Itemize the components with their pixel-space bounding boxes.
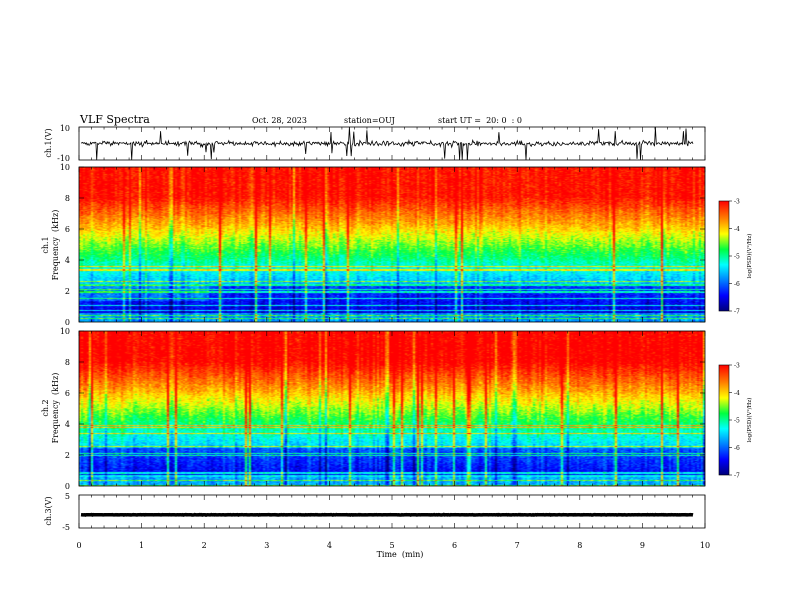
ch3-waveform-line [80, 512, 694, 517]
x-tick-label: 2 [202, 541, 207, 550]
spec1-ytick-label: 4 [65, 256, 70, 265]
colorbar-tick-label: -7 [734, 309, 740, 316]
spec1-ytick-label: 2 [65, 287, 70, 296]
ch3-waveform-panel: 5 -5 ch.3(V) [44, 492, 706, 532]
colorbar-tick-label: -6 [734, 281, 740, 288]
figure-title: VLF Spectra [79, 113, 150, 126]
colorbar-tick-label: -6 [734, 445, 740, 452]
ch3-ytick-bottom: -5 [62, 523, 70, 532]
ch1-spectrogram-image [79, 167, 705, 322]
figure-start-time: start UT = 20: 0 : 0 [438, 116, 522, 125]
spec1-ylabel-frequency: Frequency (kHz) [51, 210, 60, 281]
spec1-ytick-label: 8 [65, 194, 70, 203]
ch1-waveform-panel: 10 -10 ch.1(V) [44, 124, 706, 163]
ch3-ylabel: ch.3(V) [44, 496, 53, 525]
x-tick-label: 6 [452, 541, 457, 550]
colorbar-gradient [718, 364, 730, 476]
colorbar-label: log(PSD)(V²/Hz) [746, 234, 753, 279]
x-tick-label: 10 [700, 541, 710, 550]
spec2-ylabel-frequency: Frequency (kHz) [51, 373, 60, 444]
colorbar-tick-label: -7 [734, 473, 740, 480]
ch2-spectrogram-image [79, 331, 705, 486]
spec2-ytick-label: 10 [60, 327, 70, 336]
figure-station: station=OUJ [344, 116, 395, 125]
colorbar-label: log(PSD)(V²/Hz) [746, 398, 753, 443]
spec2-ylabel-channel: ch.2 [41, 399, 50, 416]
spec2-ytick-label: 6 [65, 389, 70, 398]
x-tick-label: 0 [76, 541, 81, 550]
colorbar-tick-label: -5 [734, 418, 740, 425]
ch3-ytick-top: 5 [65, 492, 70, 501]
figure-date: Oct. 28, 2023 [252, 116, 307, 125]
colorbar-tick-label: -4 [734, 226, 740, 233]
x-tick-label: 1 [139, 541, 144, 550]
ch1-ytick-bottom: -10 [57, 154, 70, 163]
spec2-ytick-label: 0 [65, 482, 70, 491]
spec2-ytick-label: 4 [65, 420, 70, 429]
colorbar-tick-label: -5 [734, 254, 740, 261]
x-tick-label: 8 [577, 541, 582, 550]
colorbar-ch2: -3 -4 -5 -6 -7 log(PSD)(V²/Hz) [718, 363, 753, 480]
x-tick-marks [78, 127, 706, 528]
x-tick-label: 3 [264, 541, 269, 550]
colorbar-tick-label: -3 [734, 199, 740, 206]
x-tick-label: 9 [640, 541, 645, 550]
colorbar-tick-label: -4 [734, 390, 740, 397]
spec2-ytick-label: 8 [65, 358, 70, 367]
colorbar-gradient [718, 200, 730, 312]
x-tick-label: 4 [327, 541, 332, 550]
ch2-spectrogram-panel: 0 2 4 6 8 10 ch.2 Frequency (kHz) [41, 327, 706, 491]
spec1-ytick-label: 10 [60, 163, 70, 172]
ch1-waveform-line [80, 126, 694, 161]
colorbar-ch1: -3 -4 -5 -6 -7 log(PSD)(V²/Hz) [718, 199, 753, 316]
ch1-spectrogram-panel: 0 2 4 6 8 10 ch.1 Frequency (kHz) [41, 163, 706, 327]
x-tick-label: 7 [515, 541, 520, 550]
spec1-ytick-label: 0 [65, 318, 70, 327]
ch1-ytick-top: 10 [60, 124, 70, 133]
colorbar-tick-label: -3 [734, 363, 740, 370]
spec1-ytick-label: 6 [65, 225, 70, 234]
x-axis-label: Time (min) [377, 550, 424, 559]
ch1-ylabel: ch.1(V) [44, 128, 53, 157]
x-axis-tick-labels: 0 1 2 3 4 5 6 7 8 9 10 [76, 541, 710, 550]
spec1-ylabel-channel: ch.1 [41, 236, 50, 253]
x-tick-label: 5 [389, 541, 394, 550]
spec2-ytick-label: 2 [65, 451, 70, 460]
